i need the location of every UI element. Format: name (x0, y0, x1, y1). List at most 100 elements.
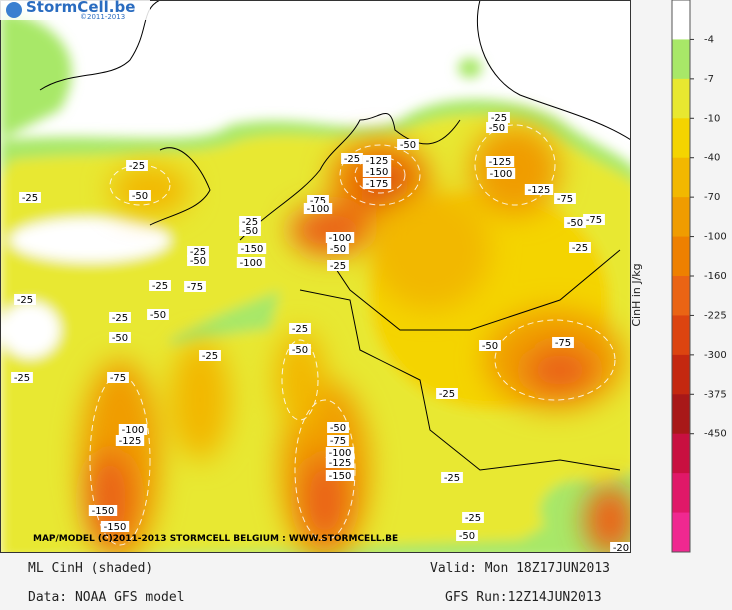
contour-label: -125 (119, 436, 142, 447)
contour-label: -100 (240, 258, 263, 269)
contour-label-bg (397, 139, 419, 150)
contour-label: -50 (190, 256, 206, 267)
colorbar-tick-label: -160 (704, 271, 727, 282)
contour-label-bg (456, 530, 478, 541)
contour-label-bg (307, 195, 329, 206)
logo-icon (6, 2, 22, 18)
contour-label-bg (554, 193, 576, 204)
contour-label: -25 (129, 161, 145, 172)
contour-label-bg (109, 332, 131, 343)
contour-label-bg (118, 424, 148, 435)
colorbar-swatch (672, 78, 690, 119)
contour-label: -25 (22, 193, 38, 204)
contour-label: -50 (112, 333, 128, 344)
contour-label-bg (325, 457, 355, 468)
contour-label-bg (109, 312, 131, 323)
colorbar-swatch (672, 473, 690, 514)
colorbar-swatch (672, 394, 690, 435)
colorbar-tick-label: -375 (704, 389, 727, 400)
contour-label: -50 (132, 191, 148, 202)
contour-label-bg (239, 216, 261, 227)
colorbar-swatch (672, 39, 690, 80)
contour-label: -50 (567, 218, 583, 229)
colorbar-tick-label: -70 (704, 192, 720, 203)
contour-label-bg (147, 309, 169, 320)
colorbar-swatch (672, 354, 690, 395)
contour-label: -50 (459, 531, 475, 542)
contour-label: -50 (482, 341, 498, 352)
colorbar-tick-label: -7 (704, 74, 714, 85)
contour-label: -125 (489, 157, 512, 168)
contour-label-bg (583, 214, 605, 225)
contour-label: -175 (366, 179, 389, 190)
contour-label: -50 (489, 123, 505, 134)
contour-label: -50 (330, 423, 346, 434)
colorbar-swatch (672, 0, 690, 40)
contour-label-bg (441, 472, 463, 483)
contour-label-bg (239, 225, 261, 236)
contour-label: -50 (292, 345, 308, 356)
contour-label-bg (14, 294, 36, 305)
contour-label: -25 (444, 473, 460, 484)
contour-label-bg (237, 243, 267, 254)
contour-label-bg (289, 344, 311, 355)
contour-label: -25 (292, 324, 308, 335)
contour-label-bg (115, 435, 145, 446)
contour-label-bg (327, 243, 349, 254)
contour-label-bg (486, 168, 516, 179)
contour-label: -100 (122, 425, 145, 436)
contour-label-bg (486, 122, 508, 133)
contour-label: -100 (490, 169, 513, 180)
contour-label-bg (362, 155, 392, 166)
model-run: GFS Run:12Z14JUN2013 (445, 590, 602, 605)
logo-name: StormCell.be (26, 0, 135, 16)
contour-label-bg (187, 255, 209, 266)
contour-label: -25 (152, 281, 168, 292)
contour-label-bg (19, 192, 41, 203)
contour-label: -50 (400, 140, 416, 151)
map-area: -25-50-25-25-25-50-25 -75-100-125-150-150… (0, 0, 631, 553)
contour-label: -100 (329, 233, 352, 244)
contour-label: -25 (202, 351, 218, 362)
contour-labels: -25-50-25-25-25-50-25 -75-100-125-150-150… (11, 112, 631, 553)
contour-label: -25 (330, 261, 346, 272)
contour-label: -150 (104, 522, 127, 533)
contour-label: -75 (110, 373, 126, 384)
contour-label-bg (325, 447, 355, 458)
contour-label-bg (327, 260, 349, 271)
contour-label-bg (303, 203, 333, 214)
contour-label-bg (149, 280, 171, 291)
contour-label: -75 (586, 215, 602, 226)
contour-label-bg (485, 156, 515, 167)
contour-label: -25 (242, 217, 258, 228)
contour-label-bg (524, 184, 554, 195)
contour-label-bg (289, 323, 311, 334)
logo: StormCell.be ©2011-2013 (0, 0, 150, 21)
colorbar-title: CinH in J/kg (630, 263, 643, 326)
contour-label: -75 (557, 194, 573, 205)
contour-label: -25 (465, 513, 481, 524)
field-name: ML CinH (shaded) (28, 561, 153, 576)
contour-label-bg (564, 217, 586, 228)
contour-label-bg (362, 178, 392, 189)
contour-label-bg (325, 232, 355, 243)
colorbar-swatch (672, 276, 690, 316)
contour-label: -50 (330, 244, 346, 255)
data-source: Data: NOAA GFS model (28, 590, 185, 605)
contour-label-bg (88, 505, 118, 516)
contour-label: -25 (439, 389, 455, 400)
contour-label: -75 (330, 436, 346, 447)
contour-label: -25 (17, 295, 33, 306)
contour-label-bg (610, 542, 631, 553)
colorbar-tick-label: -300 (704, 350, 727, 361)
logo-copyright: ©2011-2013 (80, 13, 125, 21)
colorbar-tick-label: -450 (704, 429, 727, 440)
contour-label-bg (184, 281, 206, 292)
contour-label-bg (11, 372, 33, 383)
contour-label: -125 (528, 185, 551, 196)
contour-label-bg (569, 242, 591, 253)
colorbar-swatch (672, 433, 690, 474)
contour-label-bg (236, 257, 266, 268)
contour-label: -25 (491, 113, 507, 124)
